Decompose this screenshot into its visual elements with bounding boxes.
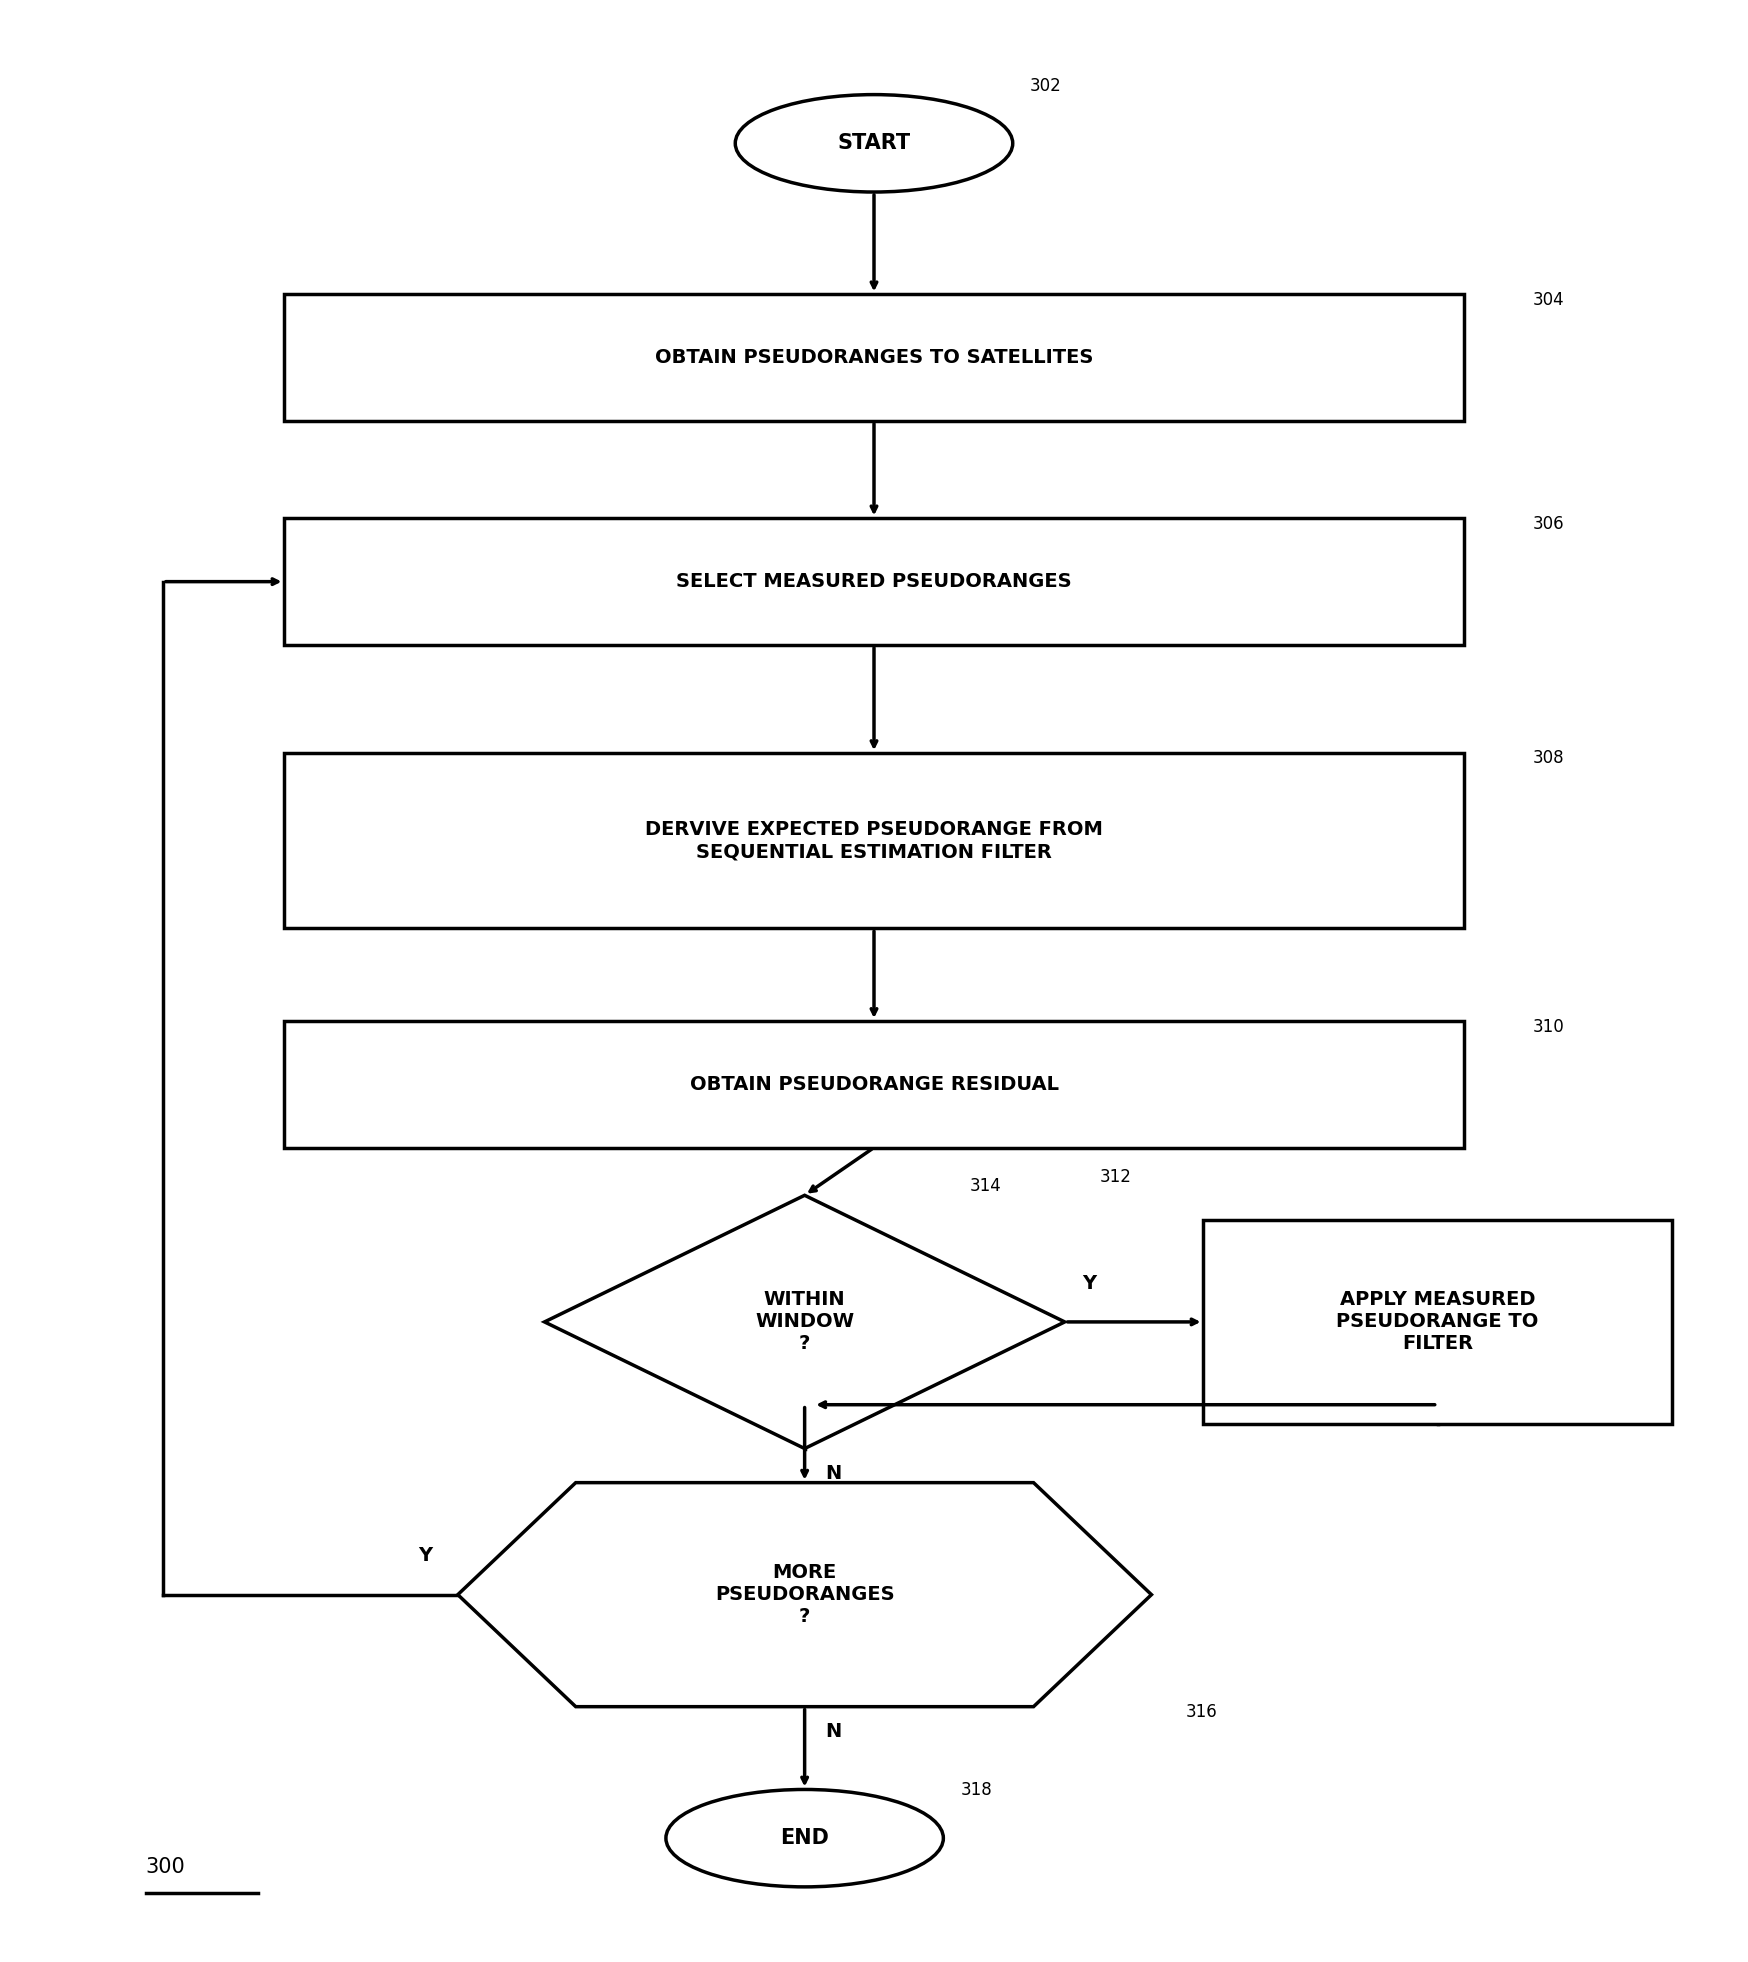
- Ellipse shape: [736, 94, 1012, 192]
- Text: 306: 306: [1533, 514, 1564, 534]
- Text: 318: 318: [961, 1781, 993, 1799]
- Text: 316: 316: [1187, 1703, 1218, 1721]
- FancyBboxPatch shape: [285, 518, 1463, 645]
- Text: 304: 304: [1533, 290, 1564, 308]
- Text: APPLY MEASURED
PSEUDORANGE TO
FILTER: APPLY MEASURED PSEUDORANGE TO FILTER: [1337, 1291, 1538, 1354]
- FancyBboxPatch shape: [285, 753, 1463, 928]
- FancyBboxPatch shape: [285, 294, 1463, 422]
- Text: N: N: [825, 1464, 843, 1483]
- Text: N: N: [825, 1723, 843, 1740]
- Text: 314: 314: [970, 1177, 1002, 1195]
- Text: OBTAIN PSEUDORANGE RESIDUAL: OBTAIN PSEUDORANGE RESIDUAL: [689, 1075, 1059, 1093]
- Ellipse shape: [666, 1789, 944, 1887]
- Text: WITHIN
WINDOW
?: WITHIN WINDOW ?: [755, 1291, 855, 1354]
- Text: 302: 302: [1030, 77, 1061, 94]
- Polygon shape: [458, 1483, 1152, 1707]
- Text: START: START: [837, 133, 911, 153]
- Text: MORE
PSEUDORANGES
?: MORE PSEUDORANGES ?: [715, 1564, 895, 1626]
- Text: SELECT MEASURED PSEUDORANGES: SELECT MEASURED PSEUDORANGES: [676, 573, 1072, 591]
- Text: 312: 312: [1099, 1167, 1131, 1185]
- Polygon shape: [545, 1195, 1065, 1448]
- FancyBboxPatch shape: [285, 1020, 1463, 1148]
- Text: OBTAIN PSEUDORANGES TO SATELLITES: OBTAIN PSEUDORANGES TO SATELLITES: [656, 347, 1092, 367]
- FancyBboxPatch shape: [1203, 1220, 1671, 1424]
- Text: Y: Y: [418, 1546, 432, 1566]
- Text: 310: 310: [1533, 1018, 1564, 1036]
- Text: 308: 308: [1533, 749, 1564, 767]
- Text: Y: Y: [1082, 1273, 1096, 1293]
- Text: END: END: [780, 1829, 829, 1848]
- Text: DERVIVE EXPECTED PSEUDORANGE FROM
SEQUENTIAL ESTIMATION FILTER: DERVIVE EXPECTED PSEUDORANGE FROM SEQUEN…: [645, 820, 1103, 861]
- Text: 300: 300: [145, 1858, 185, 1878]
